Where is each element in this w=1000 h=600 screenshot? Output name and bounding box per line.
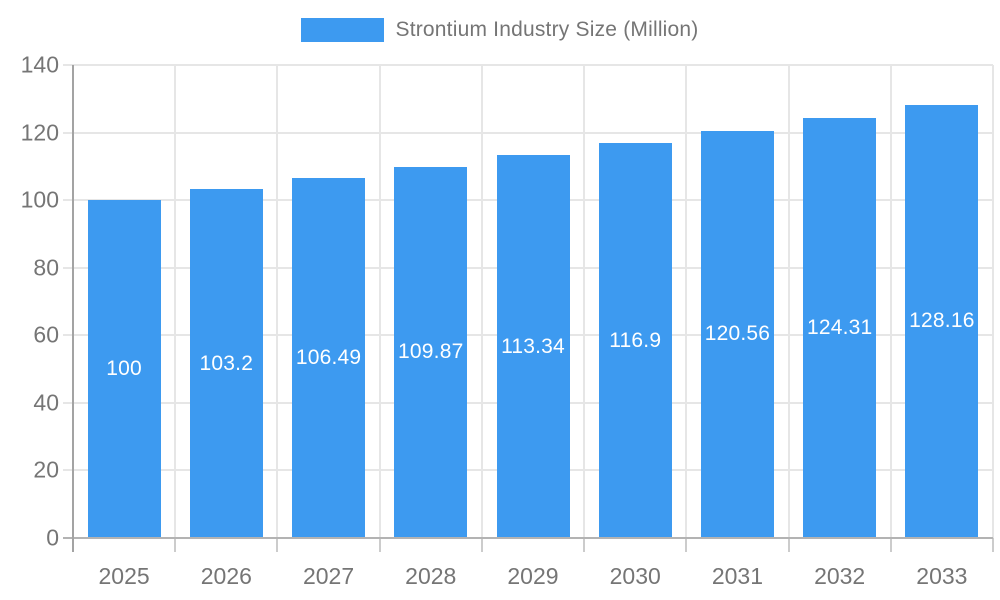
y-axis-tick-label: 20 bbox=[33, 456, 59, 483]
gridline-vertical bbox=[992, 65, 994, 538]
x-axis-tick bbox=[480, 538, 483, 552]
x-axis-tick bbox=[889, 538, 892, 552]
gridline-vertical bbox=[685, 65, 688, 538]
x-axis-tick bbox=[276, 538, 279, 552]
x-axis-tick-label: 2026 bbox=[200, 563, 252, 589]
y-axis-tick-label: 60 bbox=[33, 321, 59, 348]
plot-area: 0 20 40 60 80 100 120 140 100 2025 103.2 2026 106.49… bbox=[21, 52, 994, 589]
x-axis-baseline bbox=[63, 537, 993, 539]
gridline-horizontal bbox=[63, 64, 993, 66]
legend-swatch-icon bbox=[301, 18, 385, 42]
bar[interactable] bbox=[700, 130, 774, 538]
x-axis-tick-label: 2031 bbox=[711, 563, 764, 589]
x-axis-tick-label: 2028 bbox=[405, 563, 457, 589]
x-axis-tick-label: 2030 bbox=[609, 563, 661, 589]
y-axis-line bbox=[72, 65, 74, 552]
x-axis-tick-label: 2025 bbox=[98, 563, 150, 589]
gridline-vertical bbox=[583, 65, 586, 538]
x-axis-tick-label: 2027 bbox=[302, 563, 355, 589]
gridline-vertical bbox=[787, 65, 790, 538]
gridline-horizontal bbox=[63, 131, 993, 134]
x-axis-tick-label: 2032 bbox=[814, 563, 866, 589]
gridline-vertical bbox=[480, 65, 483, 538]
legend-label: Strontium Industry Size (Million) bbox=[395, 18, 699, 41]
bar[interactable] bbox=[598, 143, 672, 538]
gridline-vertical bbox=[378, 65, 381, 538]
x-axis-tick bbox=[583, 538, 586, 552]
bar[interactable] bbox=[87, 200, 161, 538]
bar[interactable] bbox=[496, 155, 570, 538]
bar[interactable] bbox=[803, 118, 877, 538]
y-axis-tick-label: 40 bbox=[33, 389, 59, 416]
y-axis-tick-label: 0 bbox=[46, 524, 59, 551]
legend[interactable]: Strontium Industry Size (Million) bbox=[0, 16, 1000, 44]
bar[interactable] bbox=[394, 166, 468, 538]
x-axis-tick bbox=[685, 538, 688, 552]
x-axis-tick-label: 2029 bbox=[507, 563, 559, 589]
y-axis-tick-label: 100 bbox=[20, 186, 59, 213]
y-axis-tick-label: 120 bbox=[20, 119, 59, 146]
x-axis-tick bbox=[378, 538, 381, 552]
gridline-vertical bbox=[174, 65, 177, 538]
x-axis-tick bbox=[787, 538, 790, 552]
bar[interactable] bbox=[905, 105, 979, 538]
x-axis-tick bbox=[992, 538, 994, 552]
gridline-vertical bbox=[889, 65, 892, 538]
y-axis-tick-label: 140 bbox=[20, 51, 59, 78]
gridline-vertical bbox=[276, 65, 279, 538]
x-axis-tick-label: 2033 bbox=[916, 563, 968, 589]
y-axis-tick-label: 80 bbox=[33, 254, 59, 281]
x-axis-tick bbox=[174, 538, 177, 552]
bar[interactable] bbox=[292, 178, 366, 538]
bar[interactable] bbox=[189, 189, 263, 538]
